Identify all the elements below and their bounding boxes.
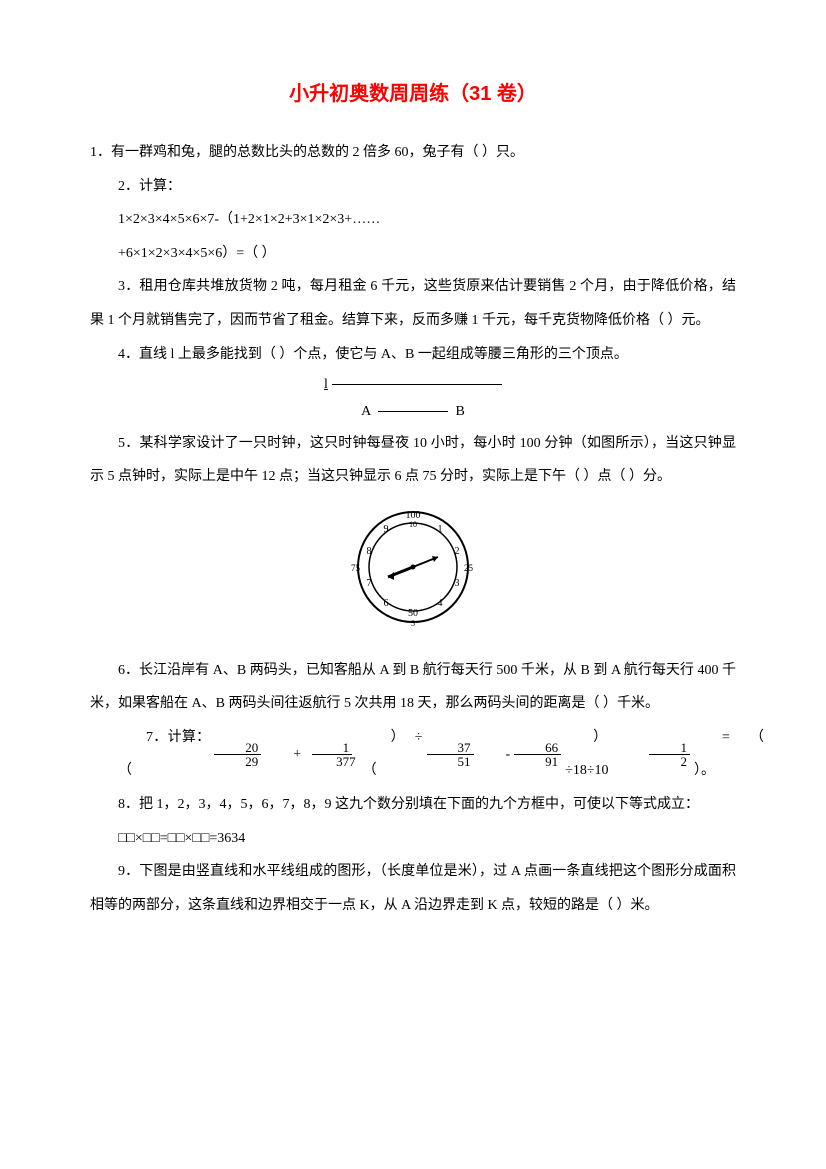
svg-text:5: 5 xyxy=(411,619,415,628)
question-2-expr-line2: +6×1×2×3×4×5×6）=（ ） xyxy=(90,237,736,271)
diagram-q4-line-ab: A B xyxy=(90,404,736,421)
svg-text:7: 7 xyxy=(367,578,372,589)
question-2-expr-line1: 1×2×3×4×5×6×7-（1+2×1×2+3×1×2×3+…… xyxy=(90,203,736,237)
svg-text:75: 75 xyxy=(351,563,361,573)
question-3: 3．租用仓库共堆放货物 2 吨，每月租金 6 千元，这些货原来估计要销售 2 个… xyxy=(90,270,736,337)
question-8: 8．把 1，2，3，4，5，6，7，8，9 这九个数分别填在下面的九个方框中，可… xyxy=(90,788,736,822)
svg-text:6: 6 xyxy=(384,598,389,609)
question-4: 4．直线 l 上最多能找到（ ）个点，使它与 A、B 一起组成等腰三角形的三个顶… xyxy=(90,338,736,372)
diagram-a-label: A xyxy=(361,404,370,419)
svg-text:8: 8 xyxy=(367,546,372,557)
q7-frac-4: 6691 xyxy=(514,741,561,768)
question-9: 9．下图是由竖直线和水平线组成的图形，（长度单位是米），过 A 点画一条直线把这… xyxy=(90,855,736,922)
diagram-l-label: l xyxy=(324,377,328,392)
svg-text:9: 9 xyxy=(384,524,389,535)
question-6: 6．长江沿岸有 A、B 两码头，已知客船从 A 到 B 航行每天行 500 千米… xyxy=(90,654,736,721)
svg-text:3: 3 xyxy=(455,578,460,589)
question-7: 7．计算：（ 2029 + 1377 ）÷（ 3751 - 6691 ）÷18÷… xyxy=(90,721,736,788)
svg-text:2: 2 xyxy=(455,546,460,557)
q7-frac-1: 2029 xyxy=(214,741,261,768)
svg-text:25: 25 xyxy=(464,563,474,573)
q7-frac-2: 1377 xyxy=(305,741,359,768)
svg-text:4: 4 xyxy=(438,598,443,609)
clock-diagram: 100 10 1 2 25 3 4 50 5 6 7 75 8 9 xyxy=(90,502,736,646)
q7-frac-5: 12 xyxy=(649,741,690,768)
question-8-equation: □□×□□=□□×□□=3634 xyxy=(90,822,736,856)
q7-prefix: 7．计算：（ xyxy=(118,721,210,788)
svg-text:1: 1 xyxy=(438,524,443,535)
question-1: 1．有一群鸡和兔，腿的总数比头的总数的 2 倍多 60，兔子有（ ）只。 xyxy=(90,136,736,170)
diagram-b-label: B xyxy=(456,404,465,419)
diagram-q4-line-l: l xyxy=(90,377,736,394)
q7-frac-3: 3751 xyxy=(427,741,474,768)
page-title: 小升初奥数周周练（31 卷） xyxy=(90,70,736,118)
question-2-label: 2．计算： xyxy=(90,170,736,204)
question-5: 5．某科学家设计了一只时钟，这只时钟每昼夜 10 小时，每小时 100 分钟（如… xyxy=(90,427,736,494)
svg-text:10: 10 xyxy=(409,520,417,529)
svg-text:50: 50 xyxy=(408,608,418,619)
